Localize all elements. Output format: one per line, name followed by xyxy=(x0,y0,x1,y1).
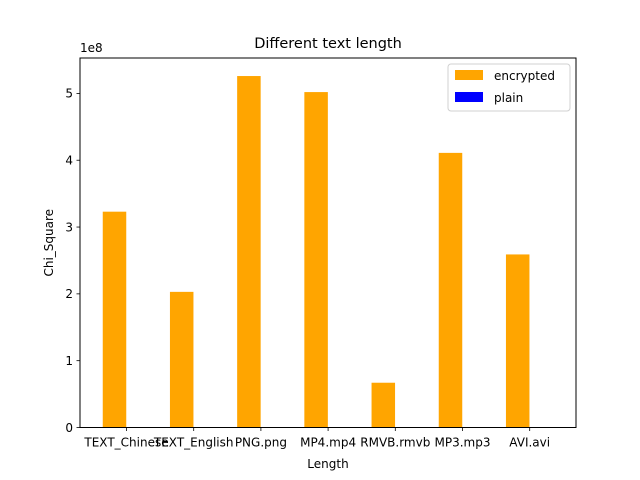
legend-label-plain: plain xyxy=(494,91,523,105)
y-offset-label: 1e8 xyxy=(80,41,103,55)
bar-encrypted-5 xyxy=(438,152,463,428)
chart-title: Different text length xyxy=(254,36,402,52)
plot-frame xyxy=(79,57,577,428)
legend-label-encrypted: encrypted xyxy=(494,69,555,83)
bar-encrypted-0 xyxy=(102,211,127,428)
x-axis-label: Length xyxy=(307,457,348,471)
y-tick-label-1: 1 xyxy=(65,354,73,368)
x-tick-label-6: AVI.avi xyxy=(509,436,550,450)
bar-encrypted-2 xyxy=(237,76,261,428)
y-axis-label: Chi_Square xyxy=(42,209,56,277)
y-tick-label-4: 4 xyxy=(65,154,73,168)
legend-swatch-plain xyxy=(455,92,483,102)
y-tick-label-0: 0 xyxy=(65,421,73,435)
bars-group xyxy=(102,76,530,428)
bar-encrypted-6 xyxy=(505,254,530,428)
x-tick-label-1: TEXT_English xyxy=(153,436,234,450)
y-tick-label-2: 2 xyxy=(65,287,73,301)
x-tick-label-0: TEXT_Chinese xyxy=(83,436,168,450)
bar-encrypted-1 xyxy=(169,291,194,428)
y-tick-label-3: 3 xyxy=(65,220,73,234)
legend: encrypted plain xyxy=(447,63,571,112)
bar-encrypted-3 xyxy=(304,92,328,428)
y-tick-label-5: 5 xyxy=(65,87,73,101)
x-tick-label-5: MP3.mp3 xyxy=(435,436,491,450)
x-tick-label-3: MP4.mp4 xyxy=(300,436,356,450)
y-axis-ticks: 0 1 2 3 4 5 xyxy=(65,87,80,435)
bar-encrypted-4 xyxy=(371,382,396,428)
x-tick-label-4: RMVB.rmvb xyxy=(360,436,430,450)
x-tick-label-2: PNG.png xyxy=(235,436,287,450)
legend-swatch-encrypted xyxy=(455,70,483,80)
